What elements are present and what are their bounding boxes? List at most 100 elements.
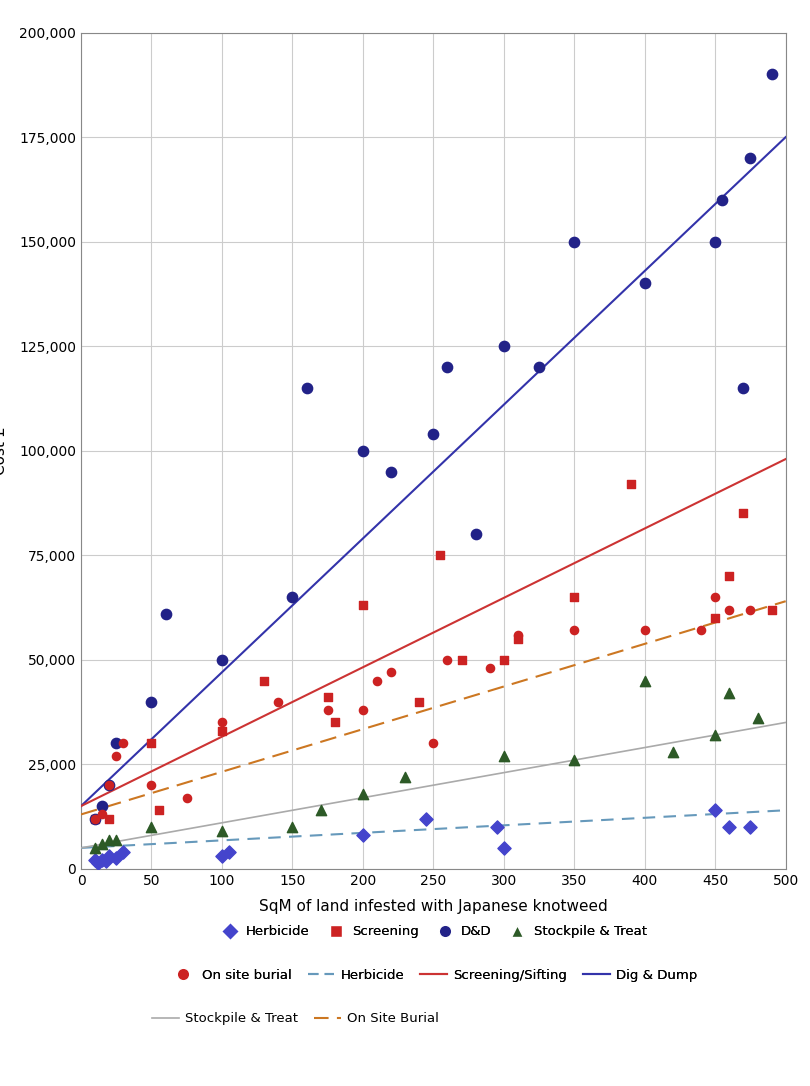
Point	[737, 379, 750, 396]
Point	[638, 622, 651, 640]
Point	[469, 526, 482, 543]
Point	[96, 851, 109, 869]
Point	[356, 826, 369, 844]
Point	[716, 191, 729, 209]
Point	[765, 65, 778, 83]
Point	[420, 810, 433, 828]
Point	[497, 747, 510, 765]
Point	[88, 839, 101, 857]
Point	[215, 651, 228, 668]
Point	[356, 702, 369, 719]
Point	[215, 847, 228, 864]
Point	[215, 714, 228, 731]
Point	[484, 659, 497, 677]
X-axis label: SqM of land infested with Japanese knotweed: SqM of land infested with Japanese knotw…	[259, 899, 608, 913]
Point	[399, 768, 411, 785]
Point	[568, 622, 581, 640]
Point	[427, 734, 440, 752]
Point	[356, 596, 369, 614]
Point	[709, 609, 722, 627]
Point	[145, 776, 158, 794]
Point	[109, 831, 123, 848]
Point	[511, 626, 524, 643]
Point	[272, 693, 285, 710]
Point	[441, 651, 454, 668]
Point	[568, 752, 581, 769]
Point	[88, 851, 101, 869]
Point	[723, 567, 735, 584]
Point	[490, 819, 503, 836]
Point	[103, 810, 116, 828]
Point	[103, 776, 116, 794]
Point	[370, 672, 383, 690]
Point	[96, 806, 109, 823]
Point	[638, 672, 651, 690]
Point	[88, 810, 101, 828]
Point	[180, 790, 193, 807]
Point	[215, 722, 228, 740]
Point	[258, 672, 271, 690]
Point	[667, 743, 680, 760]
Legend: On site burial, Herbicide, Screening/Sifting, Dig & Dump: On site burial, Herbicide, Screening/Sif…	[164, 963, 702, 987]
Point	[744, 819, 757, 836]
Point	[385, 664, 398, 681]
Point	[765, 601, 778, 618]
Point	[497, 651, 510, 668]
Point	[434, 546, 447, 564]
Point	[109, 849, 123, 867]
Point	[744, 601, 757, 618]
Point	[109, 734, 123, 752]
Point	[215, 822, 228, 839]
Point	[96, 835, 109, 853]
Point	[328, 714, 341, 731]
Point	[356, 785, 369, 803]
Point	[223, 844, 236, 861]
Point	[625, 476, 637, 493]
Y-axis label: Cost £: Cost £	[0, 427, 8, 475]
Legend: Herbicide, Screening, D&D, Stockpile & Treat: Herbicide, Screening, D&D, Stockpile & T…	[215, 920, 652, 944]
Point	[314, 801, 327, 819]
Point	[497, 839, 510, 857]
Point	[709, 232, 722, 250]
Point	[88, 810, 101, 828]
Point	[300, 379, 313, 396]
Point	[145, 819, 158, 836]
Point	[356, 442, 369, 459]
Point	[109, 747, 123, 765]
Point	[103, 847, 116, 864]
Point	[427, 426, 440, 443]
Point	[117, 844, 130, 861]
Point	[723, 684, 735, 702]
Point	[723, 819, 735, 836]
Point	[709, 801, 722, 819]
Point	[455, 651, 468, 668]
Point	[92, 854, 104, 871]
Point	[568, 589, 581, 606]
Point	[145, 734, 158, 752]
Point	[96, 797, 109, 814]
Point	[723, 601, 735, 618]
Point	[737, 505, 750, 522]
Point	[286, 589, 299, 606]
Point	[100, 853, 113, 870]
Point	[511, 630, 524, 647]
Point	[533, 358, 546, 376]
Point	[695, 622, 708, 640]
Point	[385, 463, 398, 480]
Point	[152, 801, 165, 819]
Point	[568, 232, 581, 250]
Point	[709, 727, 722, 744]
Point	[103, 776, 116, 794]
Point	[286, 819, 299, 836]
Legend: Stockpile & Treat, On Site Burial: Stockpile & Treat, On Site Burial	[147, 1007, 444, 1031]
Point	[744, 149, 757, 166]
Point	[751, 709, 764, 727]
Point	[145, 693, 158, 710]
Point	[638, 275, 651, 292]
Point	[88, 810, 101, 828]
Point	[117, 734, 130, 752]
Point	[321, 702, 334, 719]
Point	[321, 689, 334, 706]
Point	[103, 831, 116, 848]
Point	[497, 338, 510, 355]
